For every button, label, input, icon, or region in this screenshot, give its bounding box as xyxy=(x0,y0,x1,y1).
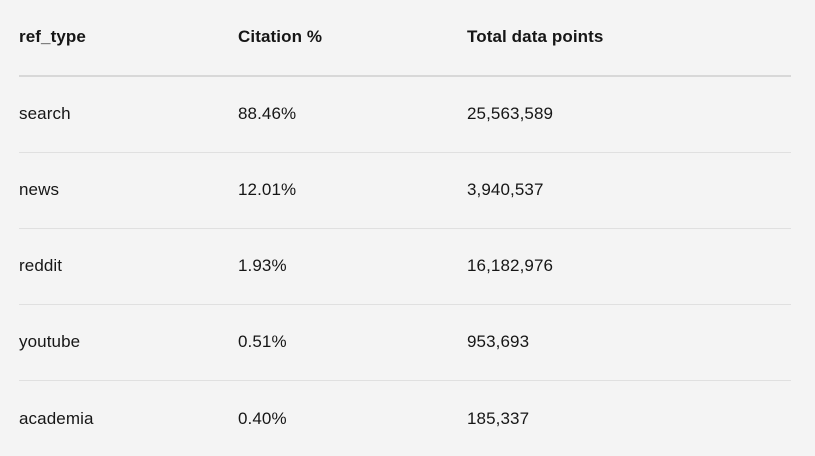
cell-ref-type: search xyxy=(19,104,71,124)
column-header-total-data-points: Total data points xyxy=(467,27,604,47)
cell-citation-pct: 0.51% xyxy=(238,332,287,352)
table-row-youtube: youtube 0.51% 953,693 xyxy=(19,305,791,381)
cell-citation-pct: 12.01% xyxy=(238,180,297,200)
column-header-citation-pct: Citation % xyxy=(238,27,323,47)
cell-citation-pct: 88.46% xyxy=(238,104,297,124)
cell-total-data-points: 953,693 xyxy=(467,332,530,352)
table-row-search: search 88.46% 25,563,589 xyxy=(19,77,791,153)
cell-total-data-points: 25,563,589 xyxy=(467,104,554,124)
table-header-row: ref_type Citation % Total data points xyxy=(19,0,791,77)
table-row-news: news 12.01% 3,940,537 xyxy=(19,153,791,229)
cell-citation-pct: 1.93% xyxy=(238,256,287,276)
column-header-ref-type: ref_type xyxy=(19,27,86,47)
table-row-academia: academia 0.40% 185,337 xyxy=(19,381,791,456)
cell-citation-pct: 0.40% xyxy=(238,408,287,428)
cell-ref-type: reddit xyxy=(19,256,63,276)
cell-ref-type: academia xyxy=(19,408,94,428)
cell-ref-type: youtube xyxy=(19,332,81,352)
table-row-reddit: reddit 1.93% 16,182,976 xyxy=(19,229,791,305)
data-table: ref_type Citation % Total data points se… xyxy=(19,0,791,456)
cell-total-data-points: 16,182,976 xyxy=(467,256,554,276)
cell-total-data-points: 3,940,537 xyxy=(467,180,544,200)
cell-total-data-points: 185,337 xyxy=(467,408,530,428)
cell-ref-type: news xyxy=(19,180,60,200)
